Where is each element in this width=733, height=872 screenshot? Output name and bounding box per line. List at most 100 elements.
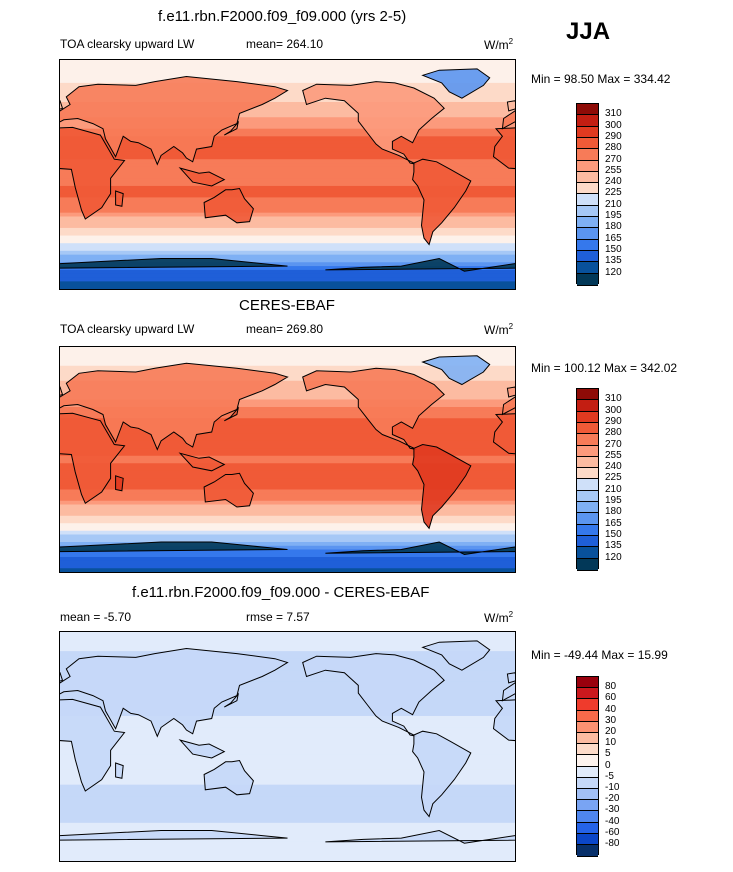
heatmap-band — [60, 542, 515, 547]
heatmap-band — [60, 845, 515, 851]
heatmap-band — [60, 247, 515, 252]
heatmap-band — [60, 508, 515, 513]
heatmap-band — [60, 269, 515, 275]
heatmap-band — [60, 208, 515, 214]
colorbar-tick-label: 210 — [605, 198, 622, 210]
heatmap-band — [60, 761, 515, 767]
heatmap-band — [60, 527, 515, 532]
continent-outline — [60, 412, 126, 505]
heatmap-band — [60, 482, 515, 487]
continent-outline — [60, 126, 126, 220]
heatmap-band — [60, 384, 515, 389]
heatmap-band — [60, 485, 515, 491]
heatmap-band — [60, 853, 515, 858]
colorbar-tick-label: 150 — [605, 528, 622, 540]
heatmap-band — [60, 654, 515, 660]
heatmap-band — [60, 538, 515, 543]
heatmap-band — [60, 124, 515, 130]
heatmap-band — [60, 784, 515, 790]
heatmap-band — [60, 365, 515, 371]
heatmap-band — [60, 512, 515, 517]
colorbar-box — [577, 732, 598, 745]
colorbar-tick-label: 165 — [605, 517, 622, 529]
heatmap-band — [60, 216, 515, 221]
heatmap-band — [60, 474, 515, 479]
continent-outline — [492, 127, 515, 170]
heatmap-band — [60, 273, 515, 279]
panel-2-variable-label: TOA clearsky upward LW — [60, 322, 195, 336]
heatmap-band — [60, 75, 515, 80]
colorbar-tick-label: 180 — [605, 221, 622, 233]
heatmap-band — [60, 373, 515, 378]
heatmap-band — [60, 410, 515, 416]
heatmap-band — [60, 63, 515, 69]
heatmap-band — [60, 647, 515, 652]
heatmap-band — [60, 696, 515, 702]
heatmap-band — [60, 545, 515, 551]
heatmap-band — [60, 727, 515, 732]
colorbar-boxes — [576, 676, 599, 858]
colorbar-tick-label: 150 — [605, 243, 622, 255]
heatmap-band — [60, 651, 515, 656]
heatmap-band — [60, 159, 515, 164]
heatmap-band — [60, 377, 515, 382]
heatmap-band — [60, 715, 515, 721]
heatmap-band — [60, 235, 515, 240]
heatmap-band — [60, 553, 515, 558]
panel-2-title: CERES-EBAF — [239, 297, 335, 314]
continent-outline — [412, 158, 472, 246]
continent-outline — [60, 75, 289, 166]
colorbar-box — [577, 489, 598, 502]
panel-1-title: f.e11.rbn.F2000.f09_f09.000 (yrs 2-5) — [158, 8, 407, 25]
heatmap-band — [60, 109, 515, 115]
heatmap-band — [60, 224, 515, 229]
heatmap-band — [60, 796, 515, 801]
continent-outline — [421, 68, 491, 99]
colorbar-box — [577, 148, 598, 161]
heatmap-band — [60, 731, 515, 736]
heatmap-band — [60, 189, 515, 195]
panel-3-mean-label: mean = -5.70 — [60, 610, 132, 624]
colorbar-box — [577, 261, 598, 274]
heatmap-band — [60, 90, 515, 95]
heatmap-band — [60, 117, 515, 122]
heatmap-band — [60, 86, 515, 92]
continent-outline — [412, 443, 472, 530]
continent-outline — [492, 413, 515, 455]
heatmap-band — [60, 662, 515, 667]
heatmap-band — [60, 826, 515, 832]
colorbar-box — [577, 227, 598, 240]
heatmap-band — [60, 79, 515, 84]
panel-3-units: W/m2 — [484, 610, 514, 625]
heatmap-band — [60, 568, 515, 572]
panel-1-map — [59, 59, 516, 290]
heatmap-band — [60, 128, 515, 134]
heatmap-band — [60, 560, 515, 566]
heatmap-band — [60, 262, 515, 267]
colorbar-tick-label: 195 — [605, 495, 622, 506]
heatmap-band — [60, 285, 515, 289]
heatmap-band — [60, 549, 515, 554]
heatmap-band — [60, 220, 515, 225]
heatmap-band — [60, 67, 515, 73]
heatmap-band — [60, 738, 515, 744]
heatmap-band — [60, 227, 515, 233]
heatmap-band — [60, 712, 515, 717]
panel-2-map — [59, 346, 516, 573]
heatmap-band — [60, 681, 515, 687]
continent-outline — [421, 640, 491, 671]
heatmap-band — [60, 392, 515, 397]
heatmap-band — [60, 677, 515, 683]
heatmap-band — [60, 455, 515, 461]
heatmap-band — [60, 841, 515, 847]
colorbar-box — [577, 832, 598, 845]
heatmap-band — [60, 281, 515, 286]
colorbar-box — [577, 799, 598, 812]
heatmap-band — [60, 437, 515, 442]
colorbar-box — [577, 546, 598, 559]
heatmap-band — [60, 777, 515, 782]
heatmap-band — [60, 266, 515, 271]
continent-outline — [60, 541, 288, 553]
panel-3-min-max: Min = -49.44 Max = 15.99 — [531, 648, 668, 662]
colorbar-tick-label: 180 — [605, 506, 622, 518]
